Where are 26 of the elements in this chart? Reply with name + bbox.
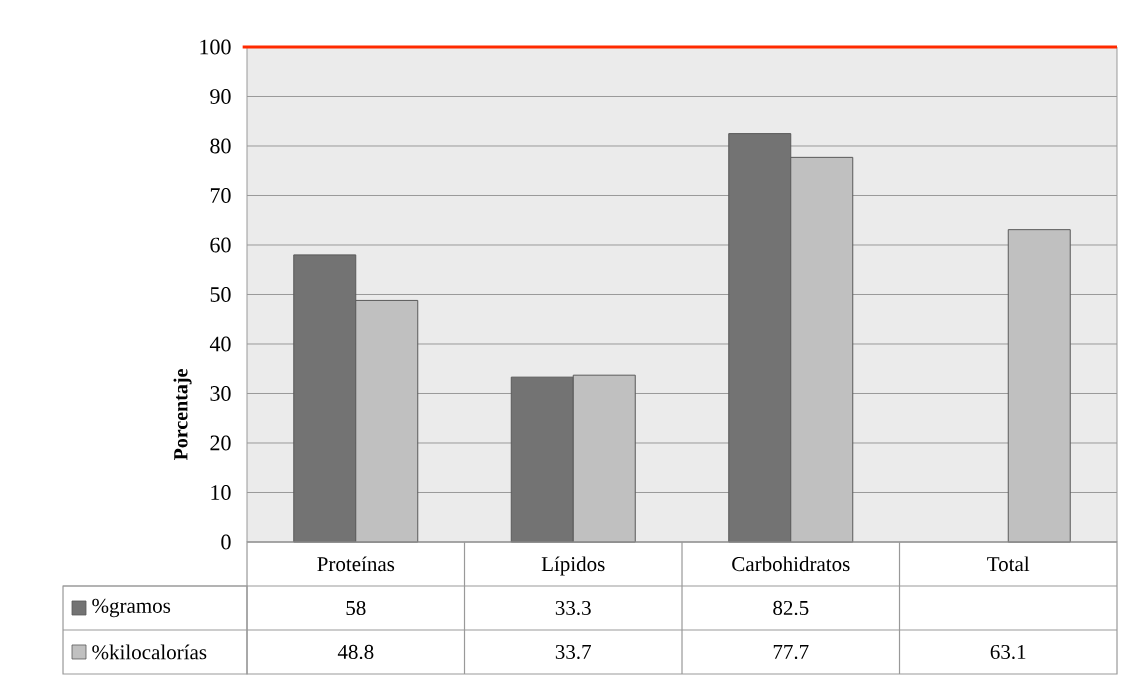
bar [1007, 229, 1071, 543]
y-tick-label: 10 [211, 485, 231, 500]
legend-label: %kilocalorías [92, 644, 207, 660]
data-label: 77.7 [773, 644, 809, 660]
data-label: 82.5 [773, 600, 809, 616]
x-tick-label: Carbohidratos [732, 556, 850, 572]
data-label: 58 [346, 600, 366, 616]
y-axis-title: Porcentaje [173, 369, 192, 461]
legend-label: %gramos [92, 598, 171, 618]
y-tick-label: 40 [209, 336, 231, 352]
y-tick-label: 80 [210, 138, 231, 154]
y-tick-label: 30 [210, 386, 231, 401]
x-tick-label: Lípidos [541, 556, 605, 576]
y-tick-label: 50 [210, 287, 231, 302]
y-tick-label: 70 [210, 188, 231, 203]
x-tick-label: Total [987, 556, 1030, 572]
y-tick-label: 0 [221, 534, 231, 550]
y-tick-label: 100 [200, 39, 231, 55]
data-label: 33.3 [555, 600, 591, 616]
x-tick-label: Proteínas [317, 556, 395, 572]
y-tick-label: 60 [210, 237, 231, 253]
y-tick-label: 90 [210, 89, 231, 104]
data-label: 63.1 [990, 644, 1026, 660]
data-label: 48.8 [337, 644, 374, 660]
y-tick-label: 20 [210, 435, 231, 451]
data-label: 33.7 [555, 644, 591, 660]
